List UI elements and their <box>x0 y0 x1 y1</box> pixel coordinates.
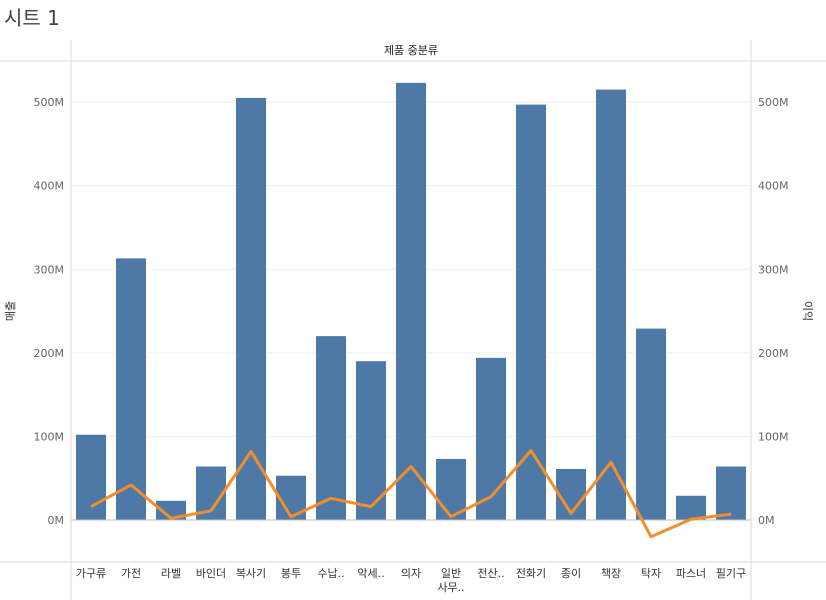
bar-가구류 <box>76 434 106 520</box>
y-tick-left: 300M <box>34 263 65 276</box>
y-tick-right: 200M <box>758 347 789 360</box>
y-tick-right: 500M <box>758 96 789 109</box>
x-tick-label: 가구류 <box>76 567 106 580</box>
x-tick-label: 일반 사무.. <box>437 566 464 594</box>
y-tick-right: 400M <box>758 180 789 193</box>
category-labels: 가구류 가전 라벨 바인더 복사기 봉투 수납.. 악세.. 의자 일반 사무.. 전산.. 전화기 종이… <box>76 566 746 594</box>
bar-가전 <box>116 258 146 520</box>
x-tick-label: 수납.. <box>317 567 344 580</box>
bar-파스너 <box>676 495 706 520</box>
bar-일반 사무.. <box>436 458 466 520</box>
y-tick-right: 0M <box>758 514 775 527</box>
x-tick-label: 의자 <box>401 567 421 580</box>
x-tick-label: 파스너 <box>676 567 706 580</box>
y-axis-title-left: 매출 <box>4 301 17 321</box>
x-tick-label: 전화기 <box>516 567 546 580</box>
sales-bars <box>76 82 746 521</box>
x-tick-label: 필기구 <box>716 567 746 580</box>
bar-전산.. <box>476 357 506 520</box>
x-tick-label: 바인더 <box>196 567 226 580</box>
y-tick-left: 100M <box>34 430 65 443</box>
x-tick-label: 종이 <box>561 567 581 580</box>
x-tick-label: 악세.. <box>357 567 384 580</box>
x-tick-label: 탁자 <box>641 567 661 580</box>
bar-탁자 <box>636 328 666 520</box>
column-header: 제품 중분류 <box>384 44 438 57</box>
bar-수납.. <box>316 336 346 520</box>
x-tick-label: 책장 <box>601 567 621 580</box>
bar-필기구 <box>716 466 746 520</box>
x-tick-label: 전산.. <box>477 567 504 580</box>
y-axis-title-right: 이익 <box>801 301 814 321</box>
y-tick-right: 100M <box>758 430 789 443</box>
y-ticks-left: 500M 400M 300M 200M 100M 0M <box>34 96 65 527</box>
x-tick-label: 복사기 <box>236 567 266 580</box>
y-tick-right: 300M <box>758 263 789 276</box>
bar-의자 <box>396 82 426 521</box>
bar-복사기 <box>236 97 266 521</box>
bar-라벨 <box>156 500 186 520</box>
x-tick-label: 가전 <box>121 567 141 580</box>
y-tick-left: 500M <box>34 96 65 109</box>
x-tick-label: 봉투 <box>281 567 301 580</box>
sheet-title: 시트 1 <box>4 6 60 30</box>
bar-악세.. <box>356 361 386 520</box>
bar-전화기 <box>516 104 546 521</box>
frame <box>0 40 826 600</box>
y-tick-left: 200M <box>34 347 65 360</box>
y-ticks-right: 500M 400M 300M 200M 100M 0M <box>758 96 789 527</box>
x-tick-label: 라벨 <box>161 567 181 580</box>
bar-책장 <box>596 89 626 521</box>
profit-line <box>90 449 732 539</box>
y-tick-left: 400M <box>34 180 65 193</box>
y-tick-left: 0M <box>48 514 65 527</box>
